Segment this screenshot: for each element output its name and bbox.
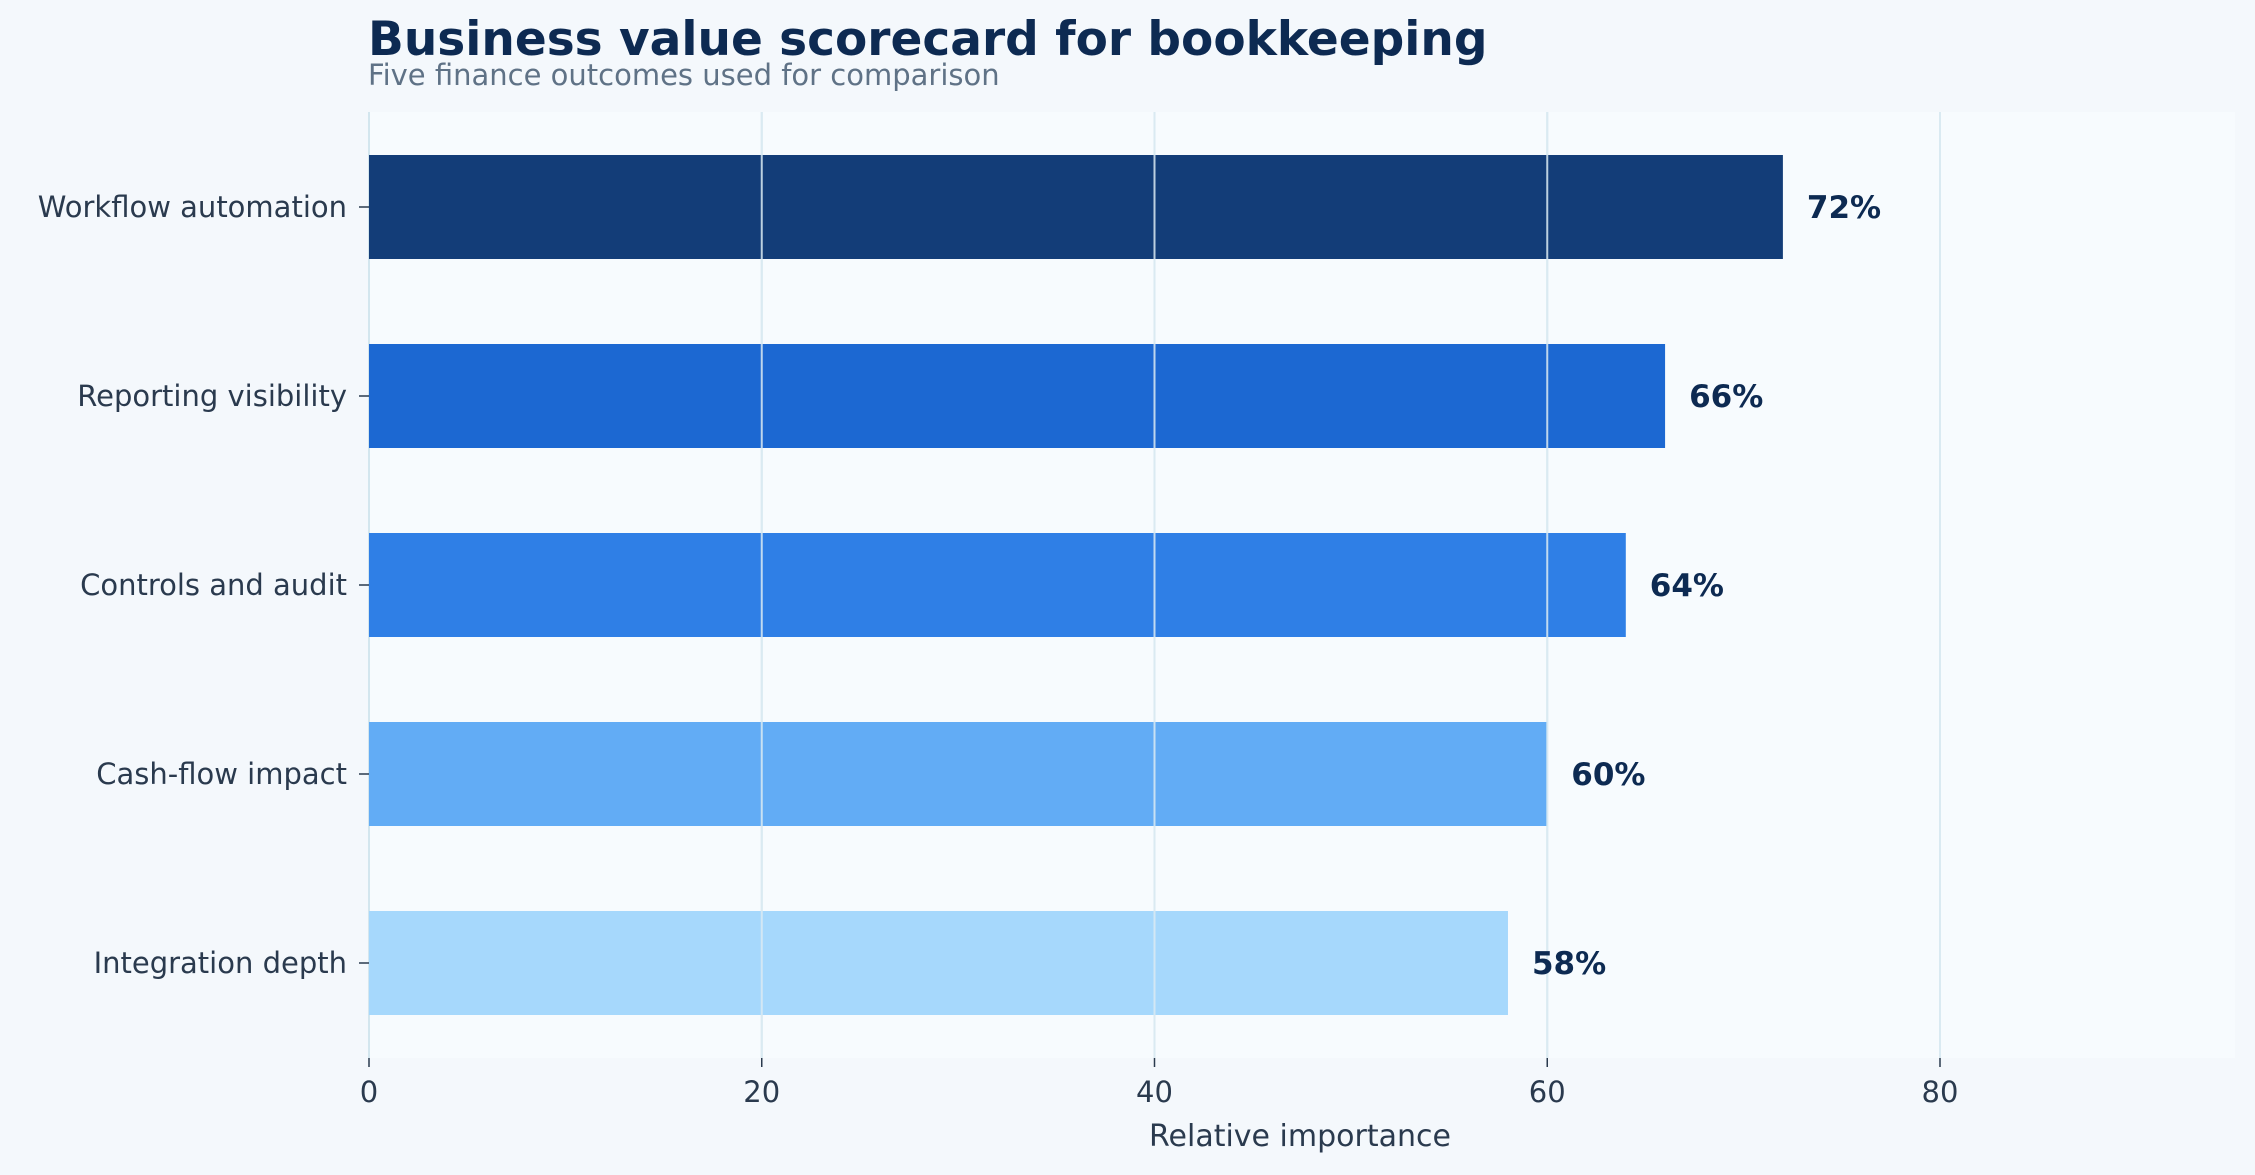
chart-title: Business value scorecard for bookkeeping (368, 12, 1488, 67)
bar (369, 155, 1783, 259)
gridlines-overlay (760, 112, 1941, 1058)
category-label: Integration depth (94, 946, 347, 980)
category-label: Controls and audit (80, 568, 347, 602)
x-tick-label: 40 (1136, 1075, 1173, 1109)
value-labels: 72% 66% 64% 60% 58% (1532, 190, 1881, 982)
category-label: Cash-flow impact (96, 757, 347, 791)
chart-subtitle: Five finance outcomes used for compariso… (368, 58, 1000, 92)
value-label: 66% (1689, 379, 1763, 415)
bar (369, 533, 1626, 637)
x-tick-label: 20 (743, 1075, 780, 1109)
x-axis-title: Relative importance (1149, 1119, 1451, 1154)
bar (369, 911, 1508, 1015)
x-tick-label: 60 (1529, 1075, 1566, 1109)
x-axis-ticks: 0 20 40 60 80 (360, 1058, 1959, 1109)
bar (369, 722, 1548, 826)
x-tick-label: 0 (360, 1075, 378, 1109)
bar (369, 344, 1666, 448)
value-label: 64% (1650, 568, 1724, 604)
category-label: Reporting visibility (77, 379, 347, 413)
y-axis-categories: Workflow automation Reporting visibility C… (38, 190, 369, 980)
x-tick-label: 80 (1922, 1075, 1959, 1109)
value-label: 58% (1532, 946, 1606, 982)
value-label: 72% (1807, 190, 1881, 226)
category-label: Workflow automation (38, 190, 347, 224)
value-label: 60% (1571, 757, 1645, 793)
